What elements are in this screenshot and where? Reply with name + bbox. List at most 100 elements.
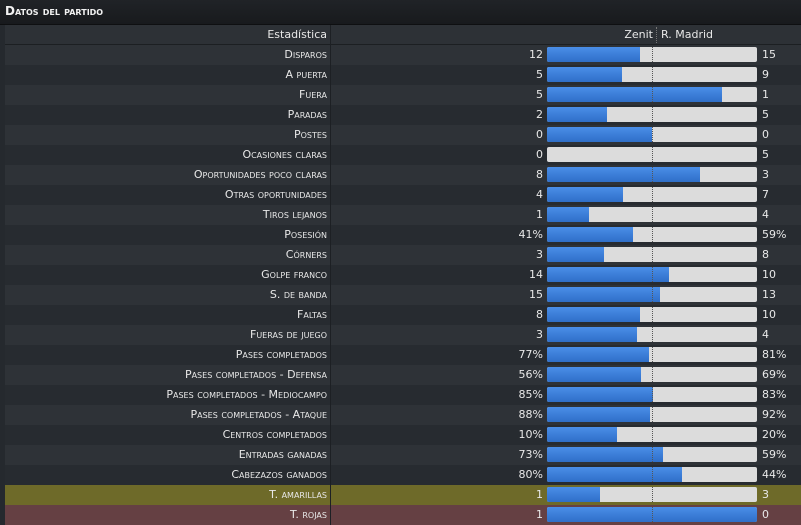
away-value: 69% <box>762 368 787 381</box>
home-share-fill <box>547 367 641 382</box>
comparison-bar <box>547 207 757 222</box>
home-value: 14 <box>529 268 543 281</box>
home-value: 41% <box>518 228 543 241</box>
home-share-fill <box>547 267 669 282</box>
home-value: 1 <box>536 488 543 501</box>
stat-row: A puerta 5 9 <box>5 65 801 85</box>
home-value: 8 <box>536 168 543 181</box>
comparison-bar <box>547 427 757 442</box>
comparison-bar <box>547 287 757 302</box>
stat-label: Tiros lejanos <box>262 208 327 221</box>
bar-center-marker <box>652 327 653 342</box>
column-divider <box>330 305 331 325</box>
stat-row: Entradas ganadas 73% 59% <box>5 445 801 465</box>
bar-center-marker <box>652 427 653 442</box>
home-share-fill <box>547 87 722 102</box>
stat-label: Faltas <box>297 308 327 321</box>
bar-center-marker <box>652 127 653 142</box>
away-team-header: R. Madrid <box>661 28 714 41</box>
away-value: 0 <box>762 128 769 141</box>
column-divider <box>330 505 331 525</box>
home-team-header: Zenit <box>624 28 653 41</box>
stat-label: Córners <box>285 248 327 261</box>
column-divider <box>330 245 331 265</box>
bar-center-marker <box>652 367 653 382</box>
home-share-fill <box>547 347 649 362</box>
bar-center-marker <box>652 227 653 242</box>
column-divider <box>330 485 331 505</box>
away-value: 92% <box>762 408 787 421</box>
away-value: 3 <box>762 168 769 181</box>
stat-label: Entradas ganadas <box>238 448 327 461</box>
stat-label: Postes <box>293 128 327 141</box>
bar-center-marker <box>652 87 653 102</box>
stats-header-row: Estadística Zenit R. Madrid <box>5 25 801 45</box>
stat-label: Posesión <box>284 228 327 241</box>
away-value: 15 <box>762 48 776 61</box>
home-value: 0 <box>536 128 543 141</box>
column-divider <box>330 445 331 465</box>
away-value: 10 <box>762 308 776 321</box>
away-value: 44% <box>762 468 787 481</box>
home-share-fill <box>547 167 700 182</box>
home-share-fill <box>547 67 622 82</box>
stat-row: Tiros lejanos 1 4 <box>5 205 801 225</box>
home-value: 12 <box>529 48 543 61</box>
away-value: 81% <box>762 348 787 361</box>
bar-center-marker <box>652 107 653 122</box>
away-value: 5 <box>762 148 769 161</box>
column-divider <box>330 405 331 425</box>
away-value: 3 <box>762 488 769 501</box>
bar-center-marker <box>652 207 653 222</box>
home-value: 73% <box>518 448 543 461</box>
comparison-bar <box>547 487 757 502</box>
away-value: 13 <box>762 288 776 301</box>
home-value: 80% <box>518 468 543 481</box>
column-divider <box>330 45 331 65</box>
bar-center-marker <box>652 167 653 182</box>
column-divider <box>330 265 331 285</box>
comparison-bar <box>547 127 757 142</box>
bar-center-marker <box>652 147 653 162</box>
home-share-fill <box>547 307 640 322</box>
stat-label: S. de banda <box>269 288 327 301</box>
away-value: 10 <box>762 268 776 281</box>
home-value: 5 <box>536 68 543 81</box>
comparison-bar <box>547 247 757 262</box>
home-value: 85% <box>518 388 543 401</box>
bar-center-marker <box>652 487 653 502</box>
stat-row: Pases completados - Defensa 56% 69% <box>5 365 801 385</box>
column-divider <box>330 165 331 185</box>
column-divider <box>330 125 331 145</box>
stat-row: Golpe franco 14 10 <box>5 265 801 285</box>
stat-label: Oportunidades poco claras <box>193 168 327 181</box>
stat-label: A puerta <box>285 68 327 81</box>
home-value: 3 <box>536 328 543 341</box>
away-value: 5 <box>762 108 769 121</box>
comparison-bar <box>547 87 757 102</box>
stat-row: Posesión 41% 59% <box>5 225 801 245</box>
home-value: 5 <box>536 88 543 101</box>
column-divider <box>330 325 331 345</box>
home-value: 56% <box>518 368 543 381</box>
column-divider <box>330 185 331 205</box>
stat-row: Fueras de juego 3 4 <box>5 325 801 345</box>
home-value: 88% <box>518 408 543 421</box>
stat-label: T. amarillas <box>269 488 327 501</box>
comparison-bar <box>547 47 757 62</box>
home-share-fill <box>547 227 633 242</box>
bar-center-marker <box>652 467 653 482</box>
stat-label: Disparos <box>284 48 327 61</box>
comparison-bar <box>547 327 757 342</box>
comparison-bar <box>547 407 757 422</box>
stat-row: Centros completados 10% 20% <box>5 425 801 445</box>
stat-row: Otras oportunidades 4 7 <box>5 185 801 205</box>
stat-row: Ocasiones claras 0 5 <box>5 145 801 165</box>
stat-label: Fueras de juego <box>250 328 327 341</box>
home-share-fill <box>547 487 600 502</box>
home-share-fill <box>547 327 637 342</box>
column-divider <box>330 425 331 445</box>
stat-label: Fuera <box>299 88 327 101</box>
home-value: 1 <box>536 508 543 521</box>
home-share-fill <box>547 287 660 302</box>
